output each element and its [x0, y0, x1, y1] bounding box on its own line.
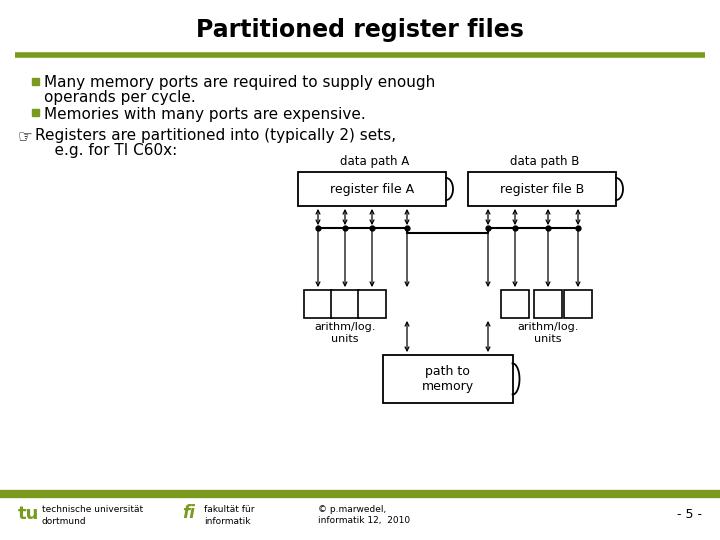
- Text: - 5 -: - 5 -: [677, 508, 702, 521]
- Bar: [298, 172, 446, 206]
- Bar: [32, 109, 39, 116]
- Bar: [564, 290, 592, 318]
- Text: operands per cycle.: operands per cycle.: [44, 90, 196, 105]
- Text: © p.marwedel,: © p.marwedel,: [318, 504, 386, 514]
- Text: data path A: data path A: [341, 155, 410, 168]
- Text: data path B: data path B: [510, 155, 580, 168]
- Text: path to
memory: path to memory: [421, 365, 474, 393]
- Text: fi: fi: [182, 504, 195, 522]
- Text: Many memory ports are required to supply enough: Many memory ports are required to supply…: [44, 75, 436, 90]
- Bar: [32, 78, 39, 85]
- Text: Memories with many ports are expensive.: Memories with many ports are expensive.: [44, 107, 366, 122]
- Text: e.g. for TI C60x:: e.g. for TI C60x:: [35, 143, 177, 158]
- Bar: [358, 290, 386, 318]
- Text: Registers are partitioned into (typically 2) sets,: Registers are partitioned into (typicall…: [35, 128, 396, 143]
- Bar: [501, 290, 529, 318]
- Bar: [331, 290, 359, 318]
- Text: dortmund: dortmund: [42, 516, 86, 525]
- Text: tu: tu: [18, 505, 40, 523]
- Bar: [468, 172, 616, 206]
- Text: technische universität: technische universität: [42, 504, 143, 514]
- Text: register file B: register file B: [500, 183, 584, 195]
- Text: register file A: register file A: [330, 183, 414, 195]
- Text: fakultät für: fakultät für: [204, 504, 254, 514]
- Bar: [382, 355, 513, 403]
- Text: ☞: ☞: [18, 128, 33, 146]
- Bar: [304, 290, 332, 318]
- Text: Partitioned register files: Partitioned register files: [196, 18, 524, 42]
- Text: arithm/log.
units: arithm/log. units: [315, 322, 376, 345]
- Text: informatik: informatik: [204, 516, 251, 525]
- Bar: [534, 290, 562, 318]
- Text: arithm/log.
units: arithm/log. units: [517, 322, 579, 345]
- Text: informatik 12,  2010: informatik 12, 2010: [318, 516, 410, 525]
